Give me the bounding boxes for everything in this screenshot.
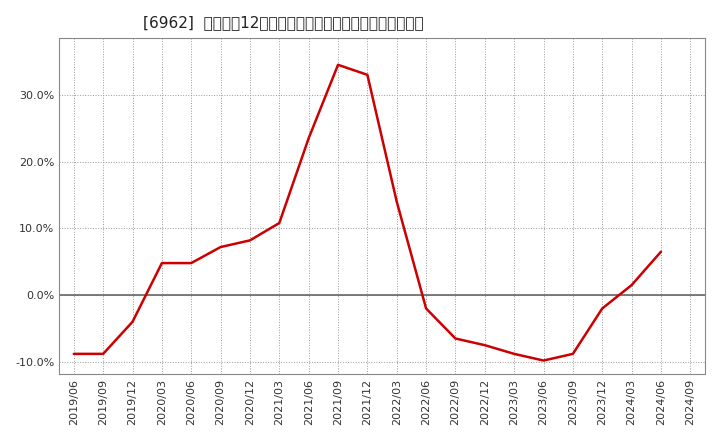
Text: [6962]  売上高の12か月移動合計の対前年同期増減率の推移: [6962] 売上高の12か月移動合計の対前年同期増減率の推移 — [143, 15, 423, 30]
